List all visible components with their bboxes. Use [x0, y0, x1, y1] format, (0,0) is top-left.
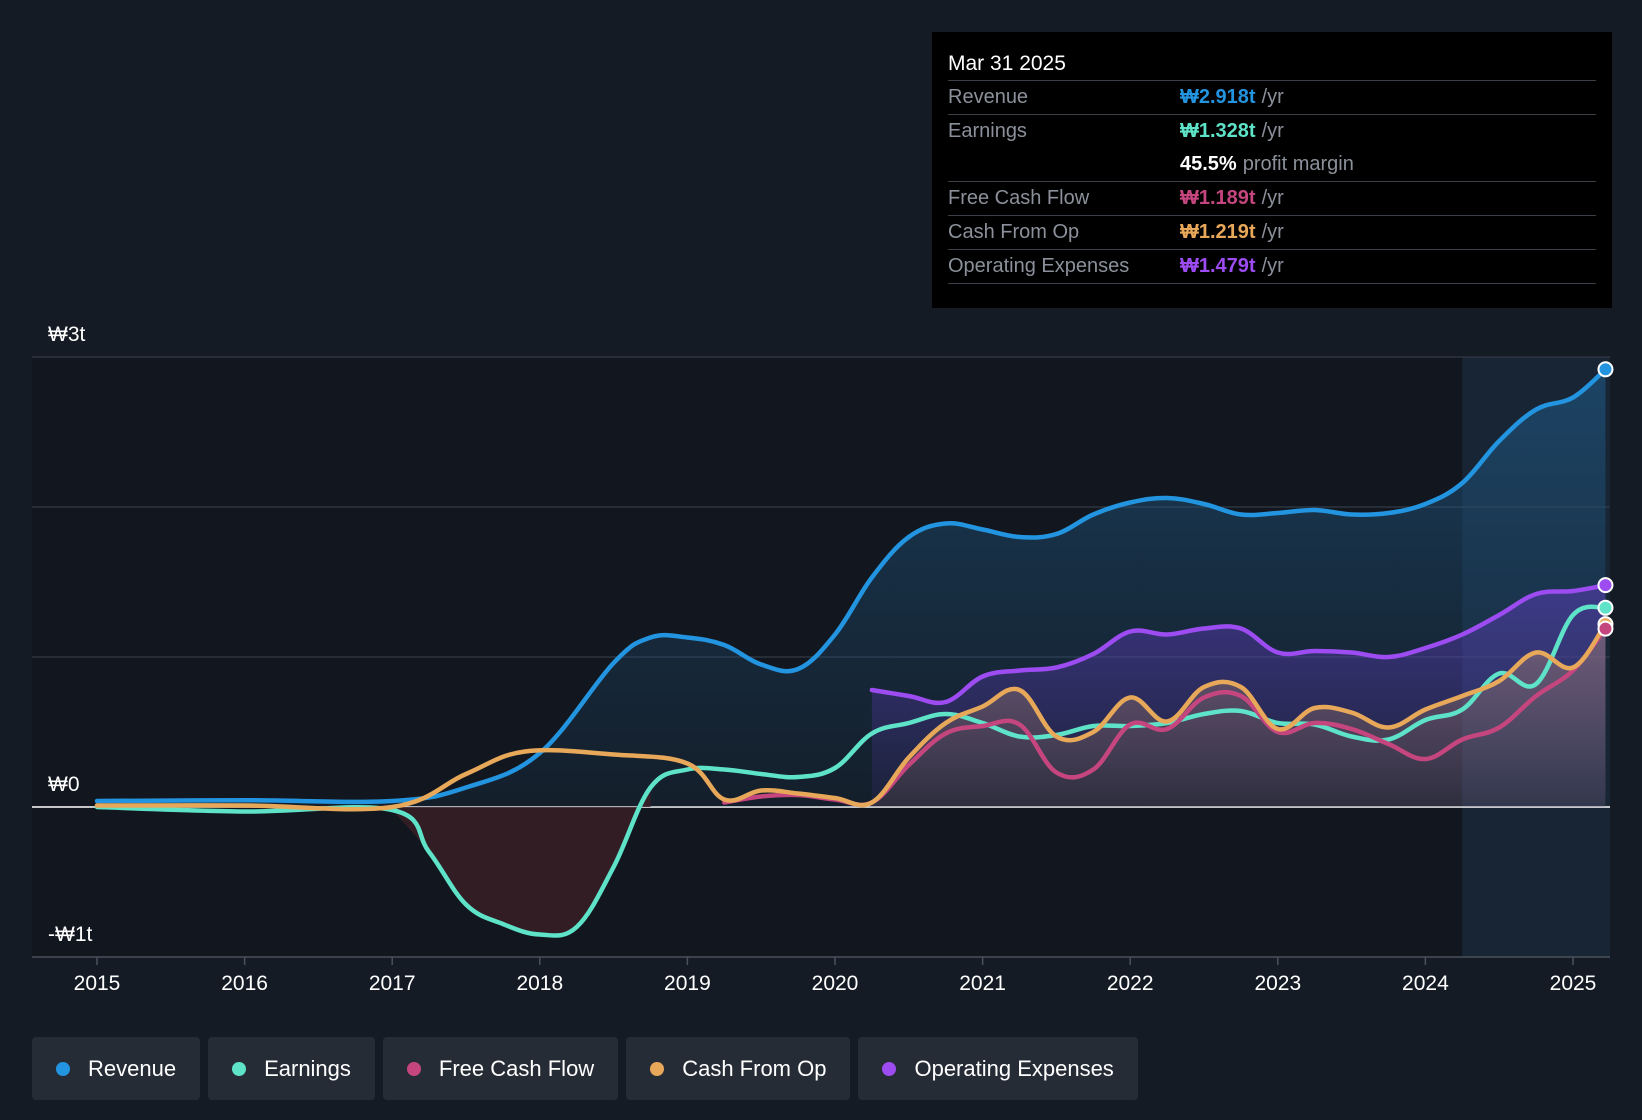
tooltip-unit: /yr — [1261, 221, 1284, 243]
x-tick-label: 2024 — [1402, 972, 1449, 995]
tooltip-label: Operating Expenses — [948, 255, 1130, 277]
tooltip-label: Free Cash Flow — [948, 187, 1090, 209]
tooltip-row: Revenue ₩2.918t/yr — [948, 80, 1596, 114]
tooltip-unit: /yr — [1261, 86, 1284, 108]
tooltip-row: Free Cash Flow ₩1.189t/yr — [948, 181, 1596, 215]
cash-from-op-area — [871, 624, 1606, 807]
x-tick-label: 2020 — [812, 972, 859, 995]
earnings-endpoint — [1597, 599, 1614, 616]
operating-expenses-line — [869, 582, 1608, 706]
legend: Revenue Earnings Free Cash Flow Cash From O… — [32, 1037, 1138, 1100]
legend-label: Revenue — [88, 1055, 177, 1081]
legend-dot — [650, 1061, 665, 1076]
tooltip-label: Cash From Op — [948, 221, 1080, 243]
legend-label: Cash From Op — [682, 1055, 827, 1081]
x-tick-label: 2025 — [1550, 972, 1597, 995]
tooltip-row: Operating Expenses ₩1.479t/yr — [948, 249, 1596, 284]
tooltip-label — [948, 148, 1180, 181]
tooltip-value: ₩1.479t — [1180, 255, 1256, 277]
tooltip-unit: profit margin — [1242, 153, 1354, 175]
free-cash-flow-endpoint — [1597, 620, 1614, 637]
x-tick-label: 2018 — [516, 972, 563, 995]
tooltip-date: Mar 31 2025 — [948, 52, 1066, 75]
legend-item-operating-expenses[interactable]: Operating Expenses — [858, 1037, 1138, 1100]
tooltip-unit: /yr — [1261, 187, 1284, 209]
legend-item-cash-from-op[interactable]: Cash From Op — [626, 1037, 851, 1100]
x-tick-label: 2015 — [74, 972, 121, 995]
tooltip-value: ₩2.918t — [1180, 86, 1256, 108]
legend-label: Earnings — [264, 1055, 351, 1081]
legend-dot — [882, 1061, 897, 1076]
revenue-line — [94, 367, 1608, 805]
tooltip-row: Cash From Op ₩1.219t/yr — [948, 215, 1596, 249]
legend-item-revenue[interactable]: Revenue — [32, 1037, 201, 1100]
cash-from-op-line — [94, 621, 1608, 812]
x-tick-label: 2017 — [369, 972, 416, 995]
legend-label: Free Cash Flow — [438, 1055, 595, 1081]
x-tick-label: 2022 — [1107, 972, 1154, 995]
legend-dot — [406, 1061, 421, 1076]
legend-label: Operating Expenses — [914, 1055, 1114, 1081]
tooltip-unit: /yr — [1261, 255, 1284, 277]
tooltip-row: 45.5% profit margin — [948, 148, 1596, 181]
y-tick-label: ₩0 — [48, 773, 80, 796]
x-tick-label: 2021 — [959, 972, 1006, 995]
x-tick-label: 2023 — [1254, 972, 1301, 995]
y-tick-label: ₩3t — [48, 323, 86, 346]
legend-dot — [232, 1061, 247, 1076]
y-tick-label: -₩1t — [48, 923, 92, 946]
tooltip: Mar 31 2025 Revenue ₩2.918t/yr Earnings ₩1.… — [932, 32, 1612, 308]
tooltip-value: ₩1.189t — [1180, 187, 1256, 209]
tooltip-row: Earnings ₩1.328t/yr — [948, 114, 1596, 148]
x-tick-label: 2019 — [664, 972, 711, 995]
earnings-negative-area — [392, 787, 651, 936]
tooltip-value: ₩1.328t — [1180, 120, 1256, 142]
x-tick-label: 2016 — [221, 972, 268, 995]
legend-item-earnings[interactable]: Earnings — [208, 1037, 375, 1100]
legend-dot — [56, 1061, 70, 1076]
earnings-line — [94, 604, 1608, 938]
tooltip-unit: /yr — [1261, 120, 1284, 142]
tooltip-label: Earnings — [948, 120, 1027, 142]
tooltip-value: 45.5% — [1180, 153, 1237, 175]
tooltip-label: Revenue — [948, 86, 1029, 108]
legend-item-free-cash-flow[interactable]: Free Cash Flow — [382, 1037, 619, 1100]
operating-expenses-endpoint — [1597, 577, 1614, 594]
revenue-endpoint — [1597, 361, 1614, 378]
tooltip-value: ₩1.219t — [1180, 221, 1256, 243]
